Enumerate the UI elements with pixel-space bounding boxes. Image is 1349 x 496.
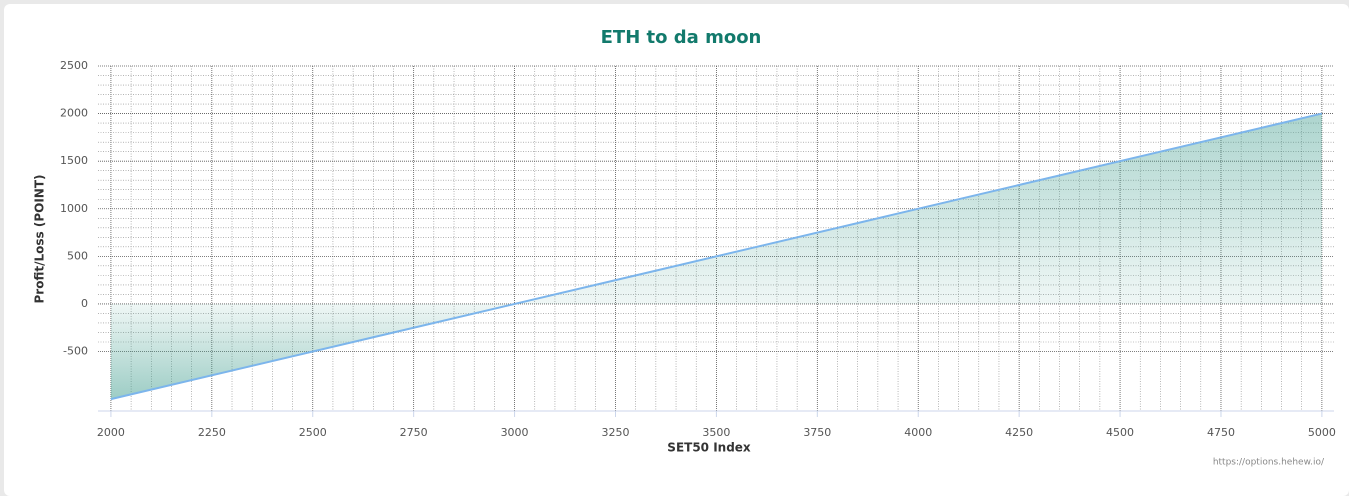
y-tick-label: 500 [67,249,88,262]
y-axis-title: Profit/Loss (POINT) [33,175,47,304]
x-tick-label: 5000 [1308,426,1336,439]
x-tick-label: 2250 [198,426,226,439]
x-tick-label: 4250 [1005,426,1033,439]
x-tick-label: 3250 [601,426,629,439]
x-tick-label: 3000 [501,426,529,439]
y-tick-label: 2500 [60,59,88,72]
x-tick-label: 3500 [702,426,730,439]
y-tick-label: 0 [81,297,88,310]
x-tick-label: 2750 [400,426,428,439]
chart-card: ETH to da moon SET50 Index Profit/Loss (… [4,4,1349,496]
credit: https://options.hehew.io/ [1213,458,1325,468]
x-tick-label: 4500 [1106,426,1134,439]
x-tick-label: 4750 [1207,426,1235,439]
y-tick-label: 1000 [60,202,88,215]
x-tick-label: 4000 [904,426,932,439]
x-tick-label: 2500 [299,426,327,439]
y-tick-label: 1500 [60,154,88,167]
x-axis-title: SET50 Index [667,441,751,455]
line [110,112,1323,401]
y-tick-label: -500 [63,345,88,358]
chart: ETH to da moon SET50 Index Profit/Loss (… [33,27,1336,468]
chart-title: ETH to da moon [601,27,762,48]
x-tick-label: 3750 [803,426,831,439]
y-tick-label: 2000 [60,107,88,120]
x-tick-label: 2000 [97,426,125,439]
